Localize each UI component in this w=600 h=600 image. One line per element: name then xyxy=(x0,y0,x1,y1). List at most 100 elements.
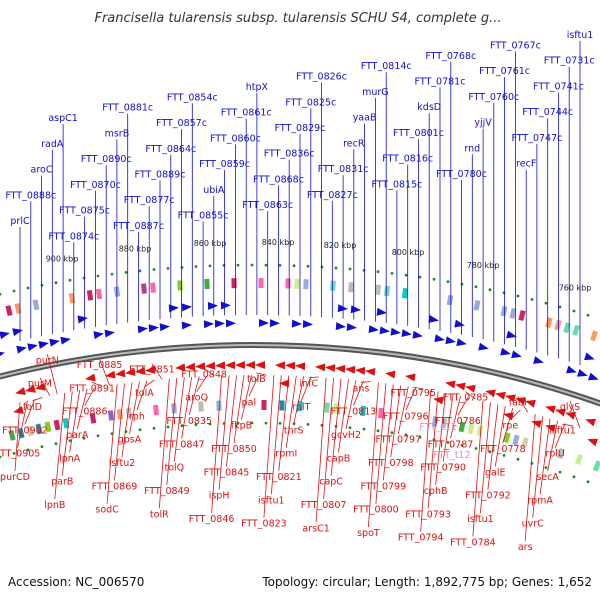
callout-line xyxy=(554,423,566,448)
gene-label: ans xyxy=(353,383,370,394)
gene-label: FTT_0877c xyxy=(124,195,175,206)
reverse-gene-arrow xyxy=(495,391,506,400)
feature-block xyxy=(14,303,22,314)
scale-label: 840 kbp xyxy=(262,238,295,247)
guide-dot xyxy=(376,429,380,433)
gene-label: murG xyxy=(362,87,389,98)
guide-dot xyxy=(502,454,506,457)
gene-label: FTT_0861c xyxy=(221,108,272,119)
gene-label: FTT_0889c xyxy=(135,170,186,181)
feature-block xyxy=(572,324,580,336)
forward-gene-arrow xyxy=(454,319,465,328)
callout-line xyxy=(450,395,461,439)
guide-dot xyxy=(432,277,436,281)
gene-label: FTT_0864c xyxy=(145,144,196,155)
guide-dot xyxy=(26,286,30,290)
reverse-gene-arrow xyxy=(525,399,536,408)
forward-gene-arrow xyxy=(335,322,346,331)
gene-label: FTT_0807 xyxy=(301,500,347,511)
feature-block xyxy=(557,447,565,460)
gene-label: spoT xyxy=(357,528,380,539)
gene-label: FTT_0744c xyxy=(522,107,573,118)
guide-dot xyxy=(446,441,450,444)
guide-dot xyxy=(362,427,366,431)
gene-label: FTT_0767c xyxy=(490,40,541,51)
gene-label: lpnA xyxy=(59,453,81,464)
gene-label: FTT_0887c xyxy=(113,221,164,232)
feature-block xyxy=(62,417,70,429)
gene-label: FTT_0778 xyxy=(480,444,526,455)
feature-block xyxy=(279,400,285,411)
reverse-gene-arrow xyxy=(405,373,416,382)
gene-label: FTT_0827c xyxy=(307,190,358,201)
forward-gene-arrow xyxy=(412,330,423,339)
callout-line xyxy=(502,407,514,444)
guide-dot xyxy=(404,273,408,277)
guide-dot xyxy=(558,305,562,309)
rna-gene-label: FTT_t11 xyxy=(419,422,456,433)
gene-label: FTT_0826c xyxy=(296,72,347,83)
callout-line xyxy=(17,400,28,448)
forward-label-lines xyxy=(19,41,581,366)
gene-label: isftu1 xyxy=(549,425,576,436)
reverse-gene-arrow xyxy=(315,363,326,372)
forward-gene-labels: isftu1 FTT_0731c FTT_0741c FTT_0744c FTT_074… xyxy=(5,30,594,242)
guide-dot xyxy=(236,263,240,267)
callout-line xyxy=(293,376,305,425)
gene-label: FTT_0790 xyxy=(420,463,466,474)
gene-label: FTT_0797 xyxy=(375,435,421,446)
callout-line xyxy=(129,381,140,434)
guide-dot xyxy=(530,298,534,301)
gene-label: isftu1 xyxy=(258,495,285,506)
feature-block xyxy=(294,278,300,289)
callout-line xyxy=(465,391,476,400)
callout-line xyxy=(308,376,319,379)
gene-label: fkpB xyxy=(231,421,252,432)
gene-label: galE xyxy=(485,467,506,478)
feature-block xyxy=(303,279,309,290)
feature-block xyxy=(473,300,481,311)
callout-line xyxy=(480,402,491,514)
feature-block xyxy=(330,280,336,291)
reverse-gene-arrow xyxy=(455,382,466,391)
callout-line xyxy=(539,418,551,495)
reverse-gene-arrow xyxy=(285,361,296,370)
reverse-gene-arrow xyxy=(545,424,556,433)
gene-label: FTT_0825c xyxy=(285,97,336,108)
gene-label: rpmA xyxy=(527,495,553,506)
forward-gene-arrow xyxy=(137,325,148,334)
gene-label: capC xyxy=(319,477,343,488)
reverse-gene-arrow xyxy=(295,362,306,371)
gene-label: FTT_0731c xyxy=(544,56,595,67)
gene-label: purCD xyxy=(0,472,30,483)
callout-line xyxy=(270,375,282,495)
callout-line xyxy=(196,375,208,392)
callout-line xyxy=(405,387,417,411)
reverse-gene-arrow xyxy=(205,361,216,370)
callout-line xyxy=(278,375,290,472)
feature-block xyxy=(5,305,13,317)
callout-line xyxy=(106,384,118,504)
guide-dot xyxy=(572,475,576,479)
guide-dot xyxy=(180,424,184,428)
callout-line xyxy=(136,380,148,411)
gene-label: rplT xyxy=(292,402,311,413)
forward-gene-arrow xyxy=(478,342,489,351)
gene-label: lpnB xyxy=(44,500,65,511)
gene-label: purM xyxy=(28,379,52,390)
gene-label: FTT_0747c xyxy=(511,133,562,144)
callout-line xyxy=(54,392,66,500)
feature-block xyxy=(446,294,454,306)
callout-line xyxy=(46,354,58,395)
callout-line xyxy=(173,377,185,462)
callout-line xyxy=(427,391,439,509)
reverse-gene-arrow xyxy=(565,412,576,420)
forward-gene-arrow xyxy=(27,343,38,352)
guide-dot xyxy=(572,309,576,313)
gene-label: FTT_0849 xyxy=(144,486,190,497)
feature-block xyxy=(431,416,439,427)
guide-dot xyxy=(166,267,170,270)
feature-block xyxy=(500,305,508,317)
gene-label: fabI xyxy=(509,397,527,408)
reverse-gene-arrow xyxy=(135,366,146,375)
